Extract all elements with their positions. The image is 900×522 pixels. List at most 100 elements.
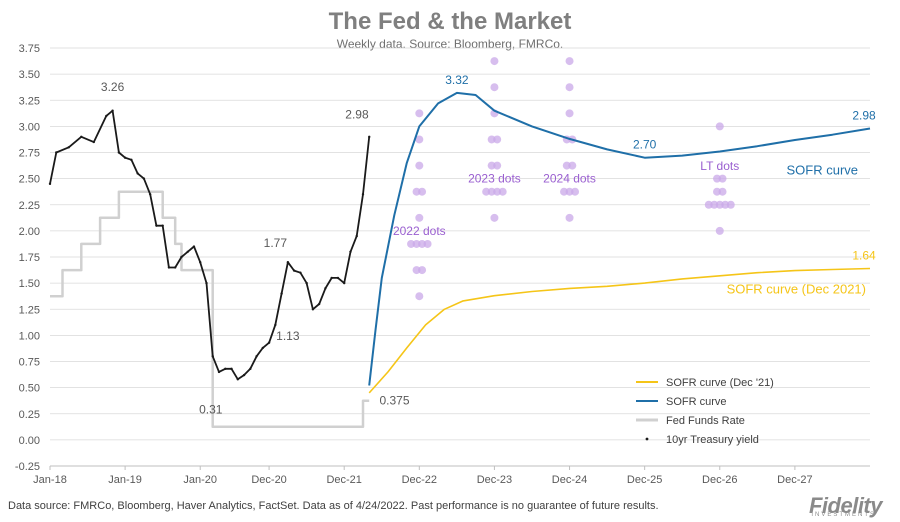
fed-dot [713,174,722,183]
x-tick-label: Jan-19 [108,474,142,486]
treasury-point [55,151,58,154]
treasury-point [330,276,333,280]
dot-group-label: 2022 dots [393,224,446,238]
x-tick-label: Dec-27 [777,474,812,486]
fed-dot [565,187,574,196]
treasury-point [355,234,358,238]
treasury-point [48,182,52,186]
treasury-point [224,367,227,371]
treasury-point [130,158,133,162]
treasury-point [123,156,127,159]
treasury-point [167,266,171,269]
fed-dot [490,57,499,66]
treasury-point [161,224,164,227]
legend-label: SOFR curve (Dec '21) [666,377,774,389]
series-line-sofr [368,91,871,386]
data-source-footnote: Data source: FMRCo, Bloomberg, Haver Ana… [8,500,659,512]
y-tick-label: 1.50 [19,278,40,290]
fidelity-logo: Fidelity [808,493,883,518]
annotation-label: SOFR curve [786,162,858,177]
fed-dot [418,266,427,275]
y-tick-label: 2.50 [19,174,40,186]
fed-dot [498,187,507,196]
legend-label: 10yr Treasury yield [666,434,759,446]
treasury-point [267,341,271,344]
treasury-point [148,193,152,196]
annotation-label: 0.31 [199,402,223,416]
annotation-label: 1.13 [276,329,300,343]
annotation-label: 2.70 [633,138,657,152]
treasury-point [155,224,158,227]
fed-dot [412,187,421,196]
fed-dot [718,174,727,183]
fed-dot [718,187,727,196]
treasury-point [249,367,252,371]
treasury-point [286,261,290,264]
x-tick-label: Jan-20 [183,474,217,486]
fed-dot [721,200,730,209]
treasury-point [217,370,221,374]
treasury-point [280,292,283,295]
fed-dot [565,57,574,66]
x-tick-label: Dec-24 [552,474,587,486]
series-line-fed_funds [50,190,370,429]
annotation-label: 2.98 [345,107,369,121]
fed-dot [487,187,496,196]
treasury-point [274,323,277,327]
y-tick-label: 3.50 [19,69,40,81]
y-tick-label: 2.25 [19,200,40,212]
fed-dot [487,135,496,144]
y-tick-label: 3.75 [19,43,40,55]
treasury-point [105,114,108,118]
fed-dot [418,187,427,196]
fed-dot [490,83,499,92]
treasury-point [80,135,83,139]
y-tick-label: 3.00 [19,121,40,133]
treasury-point [292,269,296,272]
treasury-point [92,140,96,144]
treasury-point [180,255,183,259]
dot-group-label: 2023 dots [468,172,521,186]
treasury-point [173,266,177,269]
dot-group-label: LT dots [700,159,739,173]
treasury-point [205,281,208,285]
treasury-point [368,135,371,139]
dot-group-label: 2024 dots [543,172,596,186]
treasury-point [136,172,139,175]
annotations: 3.26 0.31 1.77 1.13 2.98 0.375 3.32 2.70 2.98 1.6… [101,73,876,417]
y-tick-label: 1.25 [19,304,40,316]
treasury-point [236,378,239,381]
treasury-point [67,146,70,149]
x-tick-label: Jan-18 [33,474,67,486]
grid-lines [50,47,870,467]
chart-subtitle: Weekly data. Source: Bloomberg, FMRCo. [336,37,564,51]
treasury-point [324,287,327,290]
y-tick-label: 0.75 [19,357,40,369]
legend-label: SOFR curve [666,396,727,408]
treasury-point [111,109,114,112]
treasury-point [299,271,302,274]
legend-swatch-treasury [645,437,649,441]
treasury-point [317,302,321,306]
fed-dot [713,187,722,196]
fed-dot [562,161,571,170]
y-tick-label: 1.75 [19,252,40,264]
treasury-point [305,281,308,285]
annotation-label: 3.26 [101,80,125,94]
y-tick-label: 3.25 [19,95,40,107]
fed-dot [415,109,424,118]
x-tick-label: Dec-25 [627,474,662,486]
axes: -0.25 0.00 0.25 0.50 0.75 1.00 1.25 1.50 1.75 2.0… [15,43,870,486]
y-tick-label: 0.25 [19,409,40,421]
treasury-point [192,245,196,248]
treasury-point [255,355,258,358]
y-tick-label: 1.00 [19,330,40,342]
series-line-treasury [49,109,371,381]
fed-dot [482,187,491,196]
fed-dot [415,292,424,301]
treasury-point [361,193,365,196]
x-tick-label: Dec-20 [251,474,286,486]
series-lines [48,91,871,429]
